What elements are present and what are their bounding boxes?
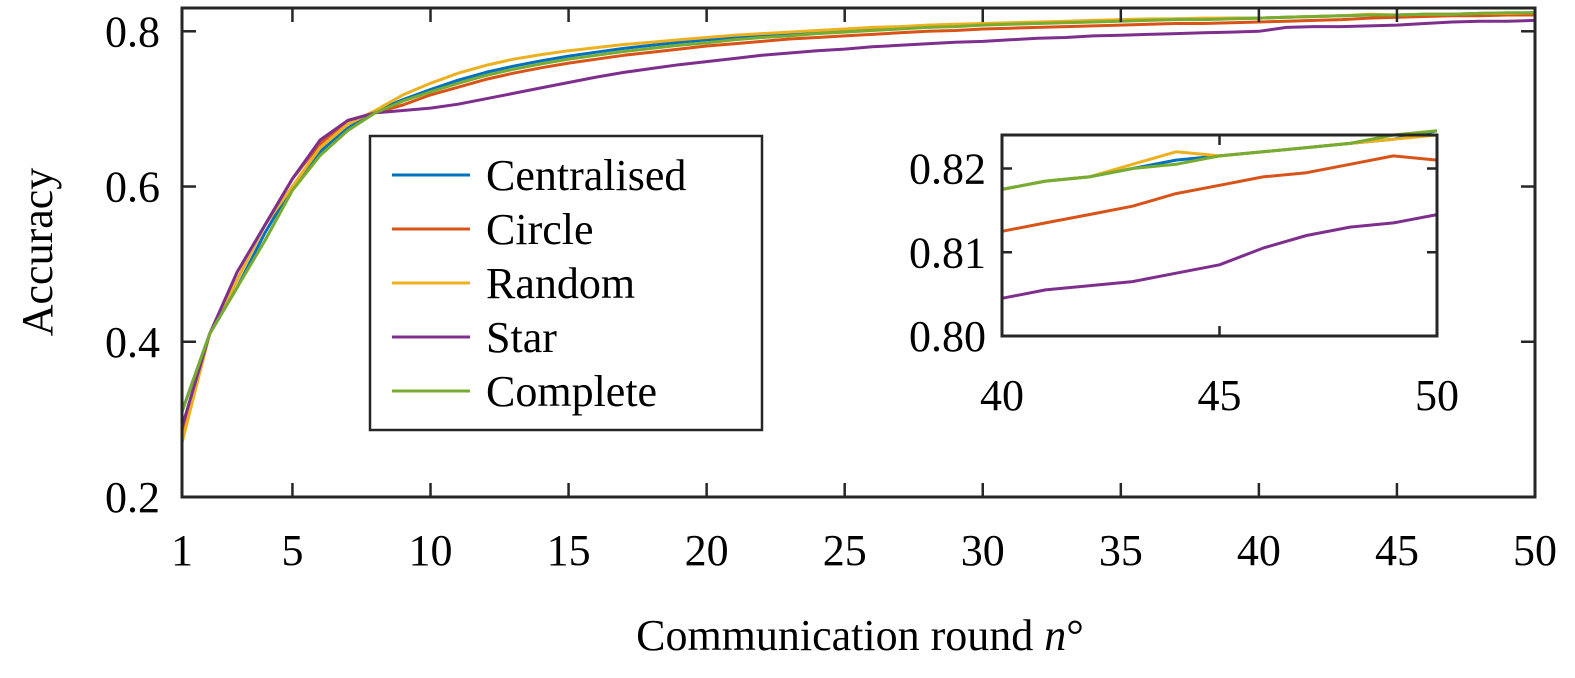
main-x-tick-label: 40 (1237, 526, 1281, 575)
y-axis-label: Accuracy (13, 168, 62, 337)
inset-series-line-series-3 (1001, 213, 1438, 300)
main-x-tick-label: 45 (1375, 526, 1419, 575)
main-x-tick-label: 15 (547, 526, 591, 575)
inset-plot-area: 40 45 50 0.80 0.81 0.82 (909, 129, 1459, 420)
main-plot-area: 1 5 10 15 20 25 30 35 40 45 500.20.40.60.8 (105, 6, 1557, 575)
inset-x-tick-label: 45 (1198, 371, 1242, 420)
legend-label-circle: Circle (486, 205, 594, 254)
main-y-tick-label: 0.8 (105, 7, 160, 56)
main-x-tick-label: 25 (823, 526, 867, 575)
main-series-line-circle (180, 13, 1535, 436)
inset-x-tick-label: 50 (1415, 371, 1459, 420)
inset-y-tick-label: 0.81 (909, 228, 986, 277)
inset-series-line-series-1 (1001, 154, 1438, 233)
x-axis-label-suffix: ° (1066, 611, 1084, 660)
main-axes-frame (180, 6, 1537, 499)
x-axis-label: Communication round n° (636, 611, 1084, 660)
inset-x-tick-label: 40 (980, 371, 1024, 420)
main-series-line-complete (180, 11, 1535, 413)
main-x-tick-label: 35 (1099, 526, 1143, 575)
main-y-tick-label: 0.6 (105, 163, 160, 212)
main-x-tick-label: 1 (171, 526, 193, 575)
inset-y-tick-label: 0.82 (909, 145, 986, 194)
main-x-tick-label: 30 (961, 526, 1005, 575)
main-series-line-star (180, 18, 1536, 428)
legend: Centralised Circle Random Star Complete (368, 134, 764, 432)
main-x-tick-label: 5 (281, 526, 303, 575)
x-axis-label-main: Communication round (636, 611, 1044, 660)
inset-axes-frame (1000, 133, 1439, 338)
x-axis-label-variable: n (1044, 611, 1066, 660)
legend-label-star: Star (486, 313, 557, 362)
legend-label-centralised: Centralised (486, 151, 686, 200)
inset-y-tick-label: 0.80 (909, 312, 986, 361)
inset-series-line-series-4 (1001, 129, 1438, 191)
legend-label-complete: Complete (486, 367, 657, 416)
main-x-tick-label: 20 (685, 526, 729, 575)
main-x-tick-label: 10 (409, 526, 453, 575)
main-y-tick-label: 0.4 (105, 318, 160, 367)
main-y-tick-label: 0.2 (105, 473, 160, 522)
main-x-tick-label: 50 (1513, 526, 1557, 575)
legend-label-random: Random (486, 259, 635, 308)
